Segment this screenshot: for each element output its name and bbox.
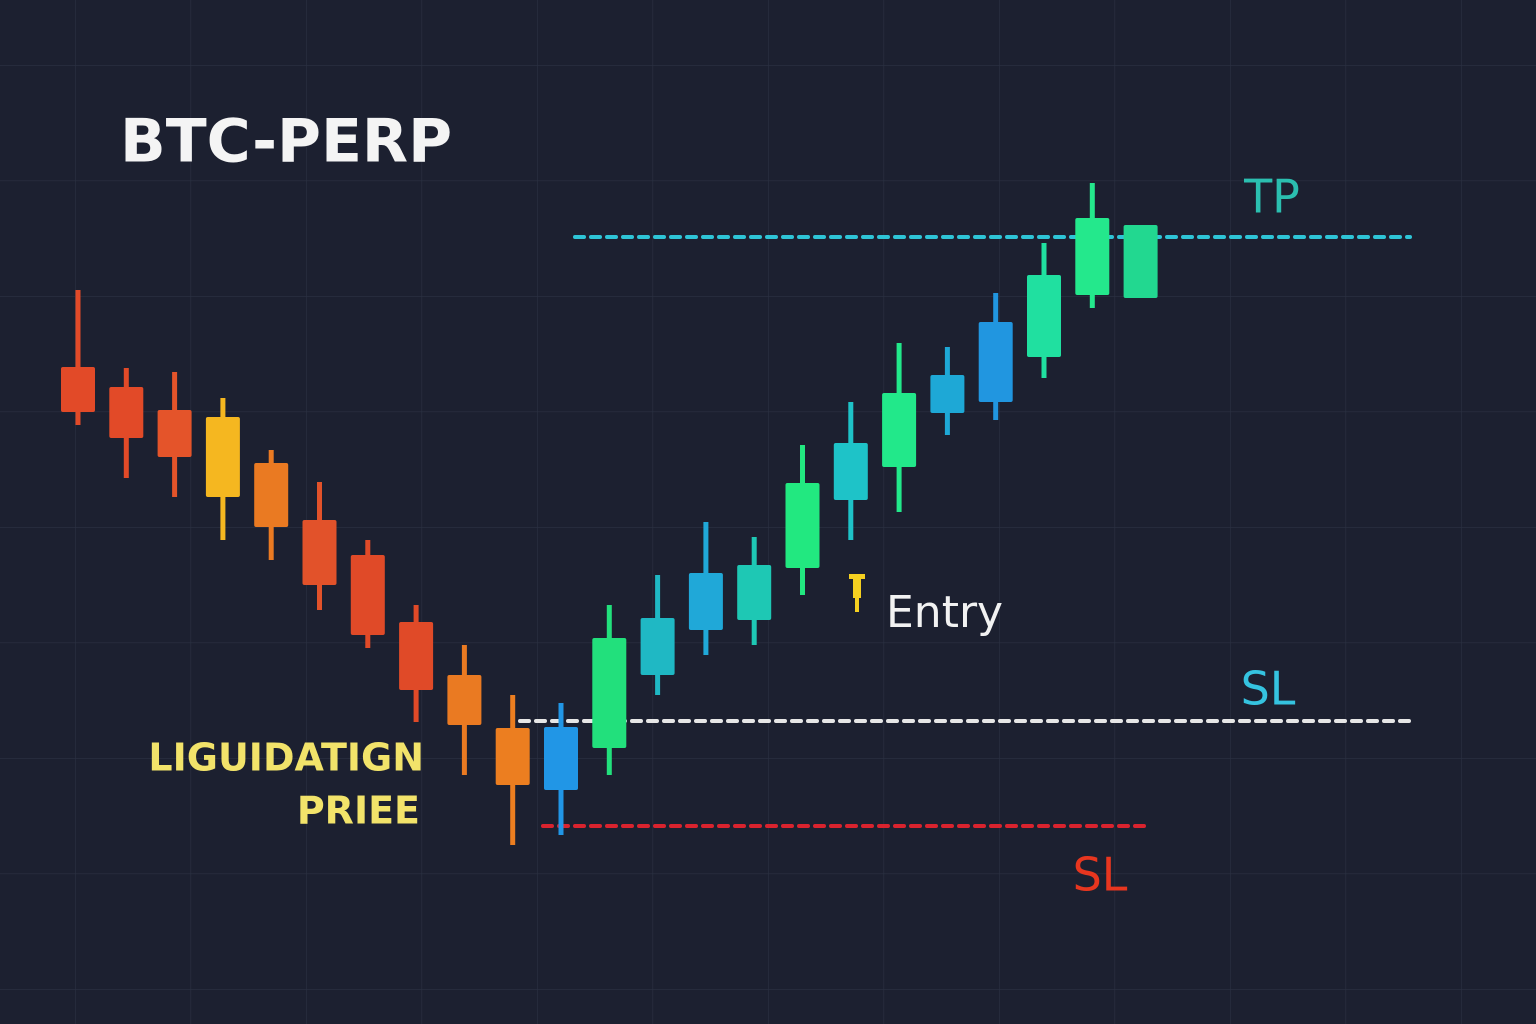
entry-pin bbox=[849, 574, 865, 612]
candle-body bbox=[882, 393, 917, 467]
candle-body bbox=[1075, 218, 1110, 295]
candle-body bbox=[302, 520, 337, 585]
level-label: SL bbox=[1241, 662, 1296, 716]
candle-body bbox=[205, 417, 240, 497]
level-label: SL bbox=[1073, 848, 1128, 902]
chart-title: BTC-PERP bbox=[120, 107, 452, 177]
candle-body bbox=[1123, 225, 1158, 298]
candle-body bbox=[978, 322, 1013, 402]
candle-body bbox=[61, 367, 95, 412]
candle-body bbox=[833, 443, 868, 500]
candle-body bbox=[785, 483, 820, 568]
candle-body bbox=[592, 638, 627, 748]
candle-body bbox=[254, 463, 289, 527]
candle-body bbox=[640, 618, 675, 675]
candle-body bbox=[688, 573, 723, 630]
entry-label: Entry bbox=[886, 587, 1003, 638]
candle-body bbox=[930, 375, 965, 413]
candle-body bbox=[157, 410, 192, 457]
candle-body bbox=[447, 675, 482, 725]
candle-body bbox=[1027, 275, 1061, 357]
candle-body bbox=[544, 727, 578, 790]
candle-body bbox=[399, 622, 434, 690]
candle-body bbox=[737, 565, 772, 620]
liquidation-label: PRIEE bbox=[297, 789, 420, 833]
liquidation-label: LIGUIDATIGN bbox=[148, 736, 424, 780]
candle-body bbox=[495, 728, 530, 785]
candle-body bbox=[109, 387, 144, 438]
candle-body bbox=[350, 555, 385, 635]
level-label: TP bbox=[1243, 170, 1300, 224]
